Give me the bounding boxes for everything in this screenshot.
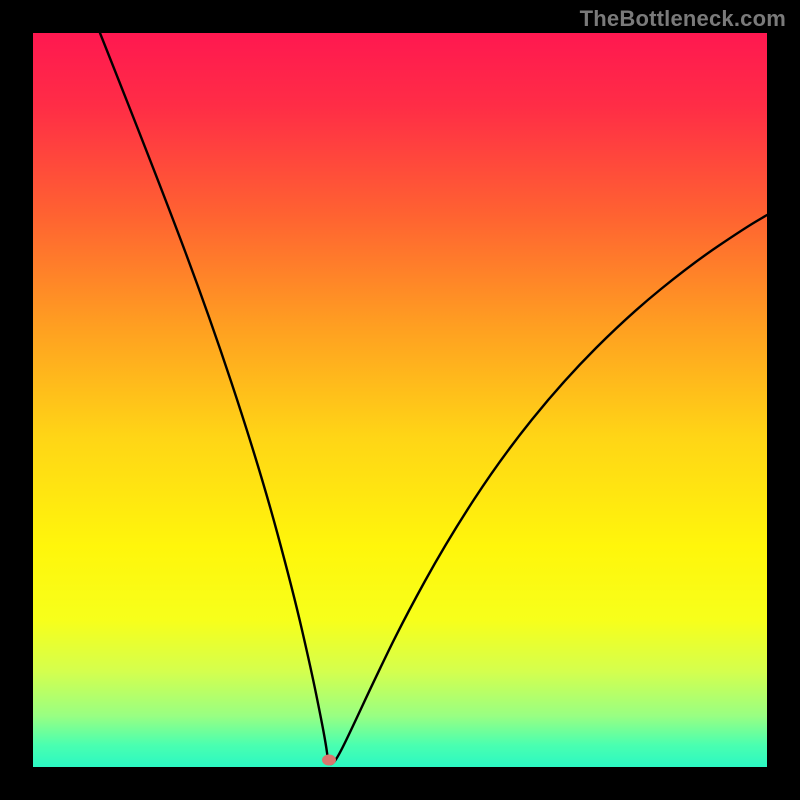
trough-marker <box>322 755 336 766</box>
bottleneck-curve-svg <box>33 33 767 767</box>
watermark-text: TheBottleneck.com <box>580 6 786 32</box>
bottleneck-curve <box>100 33 767 764</box>
chart-container: TheBottleneck.com <box>0 0 800 800</box>
plot-area <box>33 33 767 767</box>
